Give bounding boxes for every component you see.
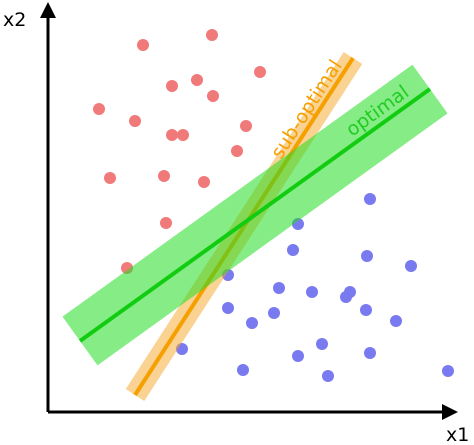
optimal-band [62, 64, 448, 366]
x-axis-label: x1 [446, 424, 469, 445]
axes [40, 2, 458, 420]
y-axis-label: x2 [3, 9, 26, 31]
red-points [93, 29, 266, 274]
